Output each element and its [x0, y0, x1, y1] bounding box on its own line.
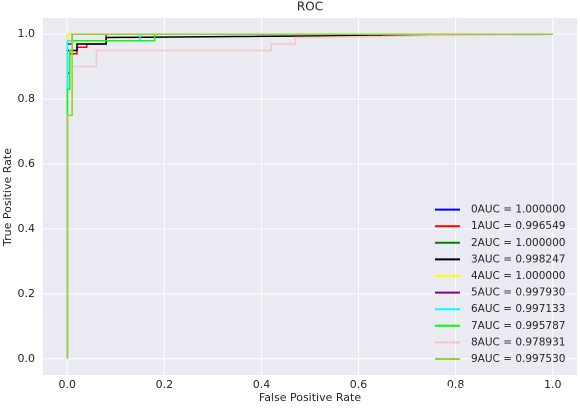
legend-label: 5AUC = 0.997930	[471, 287, 565, 299]
y-tick-label: 0.8	[18, 92, 36, 105]
x-axis-label: False Positive Rate	[259, 391, 361, 404]
y-tick-label: 0.6	[18, 157, 36, 170]
x-tick-label: 0.2	[156, 378, 174, 391]
y-tick-label: 1.0	[18, 27, 36, 40]
chart-title: ROC	[297, 0, 323, 14]
legend-label: 3AUC = 0.998247	[471, 253, 565, 265]
y-tick-label: 0.2	[18, 287, 36, 300]
x-tick-label: 0.6	[350, 378, 368, 391]
legend-label: 0AUC = 1.000000	[471, 204, 565, 216]
y-tick-label: 0.4	[18, 222, 36, 235]
legend-label: 1AUC = 0.996549	[471, 220, 565, 232]
y-axis-label: True Positive Rate	[1, 148, 14, 247]
legend-label: 4AUC = 1.000000	[471, 270, 565, 282]
legend-label: 2AUC = 1.000000	[471, 237, 565, 249]
legend-label: 9AUC = 0.997530	[471, 353, 565, 365]
legend-label: 6AUC = 0.997133	[471, 303, 565, 315]
watermark: CSDN @biyezuopinvip	[385, 382, 541, 398]
x-tick-label: 0.0	[59, 378, 77, 391]
plot-area	[43, 18, 577, 375]
legend-label: 8AUC = 0.978931	[471, 336, 565, 348]
x-tick-label: 1.0	[544, 378, 562, 391]
y-tick-label: 0.0	[18, 352, 36, 365]
x-tick-label: 0.4	[253, 378, 271, 391]
legend-label: 7AUC = 0.995787	[471, 320, 565, 332]
x-tick-label: 0.8	[447, 378, 465, 391]
roc-line	[66, 33, 553, 359]
